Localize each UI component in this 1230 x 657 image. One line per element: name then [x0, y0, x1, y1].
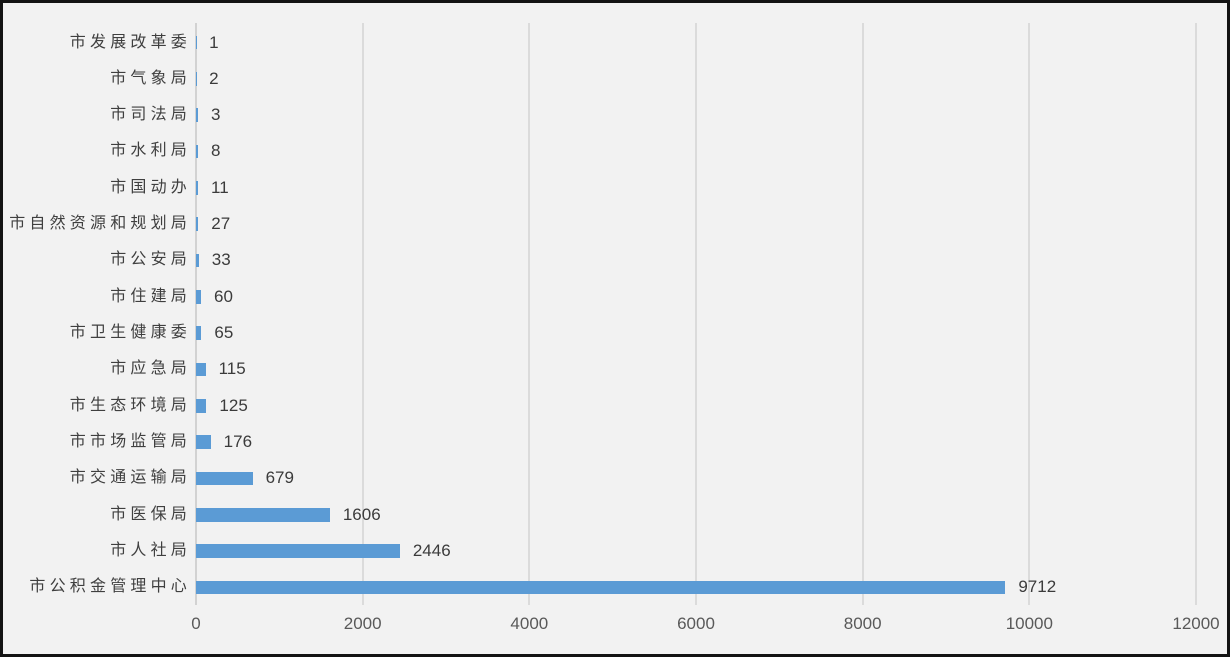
category-label: 市人社局: [110, 542, 191, 560]
category-label: 市生态环境局: [69, 396, 191, 414]
bar: [196, 144, 198, 159]
category-axis-line: [195, 23, 197, 605]
x-tick-label: 10000: [1005, 614, 1053, 633]
x-tick-label: 6000: [677, 614, 715, 633]
value-label: 1606: [342, 504, 381, 524]
value-label: 115: [218, 359, 246, 379]
gridline: [528, 23, 531, 605]
category-label: 市医保局: [110, 505, 191, 523]
value-label: 176: [223, 432, 253, 452]
gridline: [861, 23, 864, 605]
bar: [196, 435, 211, 449]
value-label: 8: [211, 141, 221, 161]
bar: [196, 326, 202, 340]
gridline: [695, 23, 697, 605]
gridline: [361, 23, 364, 605]
value-label: 60: [214, 286, 233, 306]
bar: [196, 290, 201, 304]
bar: [196, 544, 400, 558]
category-label: 市水利局: [110, 142, 191, 160]
value-label: 2446: [412, 541, 451, 561]
category-label: 市自然资源和规划局: [9, 215, 191, 233]
value-label: 125: [219, 395, 248, 415]
category-label: 市应急局: [110, 360, 191, 378]
category-label: 市市场监管局: [69, 433, 191, 451]
value-label: 1: [209, 32, 219, 52]
bar: [196, 217, 199, 231]
bar: [196, 108, 198, 122]
x-tick-label: 0: [191, 614, 201, 633]
category-label: 市气象局: [110, 69, 191, 87]
x-tick-label: 8000: [843, 614, 882, 633]
bar: [196, 362, 206, 377]
value-label: 679: [265, 468, 294, 488]
bar: [196, 253, 199, 268]
gridline: [1195, 23, 1197, 605]
bar: [196, 471, 253, 486]
value-label: 3: [211, 105, 221, 125]
category-label: 市公积金管理中心: [29, 578, 191, 596]
value-label: 27: [211, 214, 231, 234]
category-label: 市司法局: [110, 106, 191, 124]
bar: [196, 399, 207, 413]
bar: [196, 508, 330, 522]
category-label: 市发展改革委: [69, 33, 191, 51]
category-label: 市住建局: [110, 287, 191, 305]
category-label: 市公安局: [110, 251, 191, 269]
category-label: 市国动办: [110, 178, 191, 196]
category-label: 市交通运输局: [69, 469, 191, 487]
value-label: 65: [214, 323, 234, 343]
value-label: 2: [209, 68, 219, 88]
bar: [196, 181, 198, 195]
value-label: 9712: [1018, 577, 1057, 597]
category-label: 市卫生健康委: [69, 324, 191, 342]
value-label: 11: [211, 177, 229, 197]
value-label: 33: [211, 250, 231, 270]
x-tick-label: 2000: [343, 614, 382, 633]
x-tick-label: 4000: [510, 614, 549, 633]
bar: [196, 580, 1006, 595]
x-tick-label: 12000: [1172, 614, 1220, 633]
gridline: [1028, 23, 1031, 605]
